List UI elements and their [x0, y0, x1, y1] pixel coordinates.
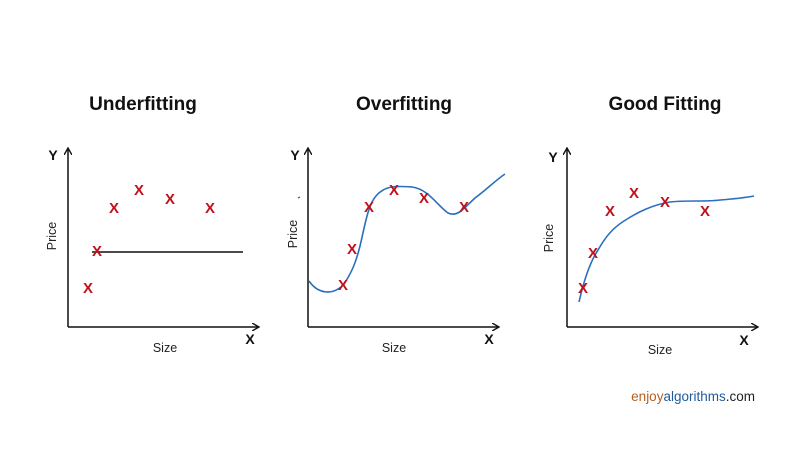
panel-title: Good Fitting [609, 94, 722, 115]
data-point: X [205, 200, 215, 217]
brand-algorithms: algorithms [663, 389, 726, 404]
y-axis-letter: Y [548, 149, 558, 165]
x-axis-label: Size [648, 343, 672, 357]
data-point: X [700, 203, 710, 220]
x-axis-letter: X [739, 332, 749, 348]
panel-title: Overfitting [356, 94, 452, 115]
data-point: X [588, 245, 598, 262]
y-axis-letter: Y [290, 147, 300, 163]
data-point: X [629, 185, 639, 202]
panel-overfitting: Overfitting Y X Size Price X X X X X X [286, 94, 506, 355]
brand-com: .com [726, 389, 755, 404]
data-point: X [338, 277, 348, 294]
data-point: X [389, 182, 399, 199]
panel-title: Underfitting [89, 94, 197, 115]
y-axis-label: Price [45, 222, 59, 251]
x-axis-label: Size [382, 341, 406, 355]
data-point: X [165, 191, 175, 208]
x-axis-label: Size [153, 341, 177, 355]
y-axis-letter: Y [48, 147, 58, 163]
brand-enjoy: enjoy [631, 389, 664, 404]
fit-curve [308, 173, 506, 293]
y-axis-label: Price [542, 224, 556, 253]
x-axis-letter: X [484, 331, 494, 347]
data-point: X [660, 194, 670, 211]
data-point: X [92, 243, 102, 260]
data-point: X [109, 200, 119, 217]
panel-good-fitting: Good Fitting Y X Size Price X X X X X X [542, 94, 757, 357]
fit-curve [578, 195, 755, 303]
data-point: X [134, 182, 144, 199]
y-axis-label: Price [286, 220, 300, 249]
x-axis-letter: X [245, 331, 255, 347]
brand-logo-text: enjoyalgorithms.com [631, 389, 755, 404]
data-point: X [83, 280, 93, 297]
data-point: X [459, 199, 469, 216]
panel-underfitting: Underfitting Y X Size Price X X X X X X [45, 94, 258, 355]
data-point: X [347, 241, 357, 258]
data-point: X [419, 190, 429, 207]
data-point: X [605, 203, 615, 220]
data-point: X [364, 199, 374, 216]
data-point: X [578, 280, 588, 297]
stray-mark [297, 196, 301, 199]
